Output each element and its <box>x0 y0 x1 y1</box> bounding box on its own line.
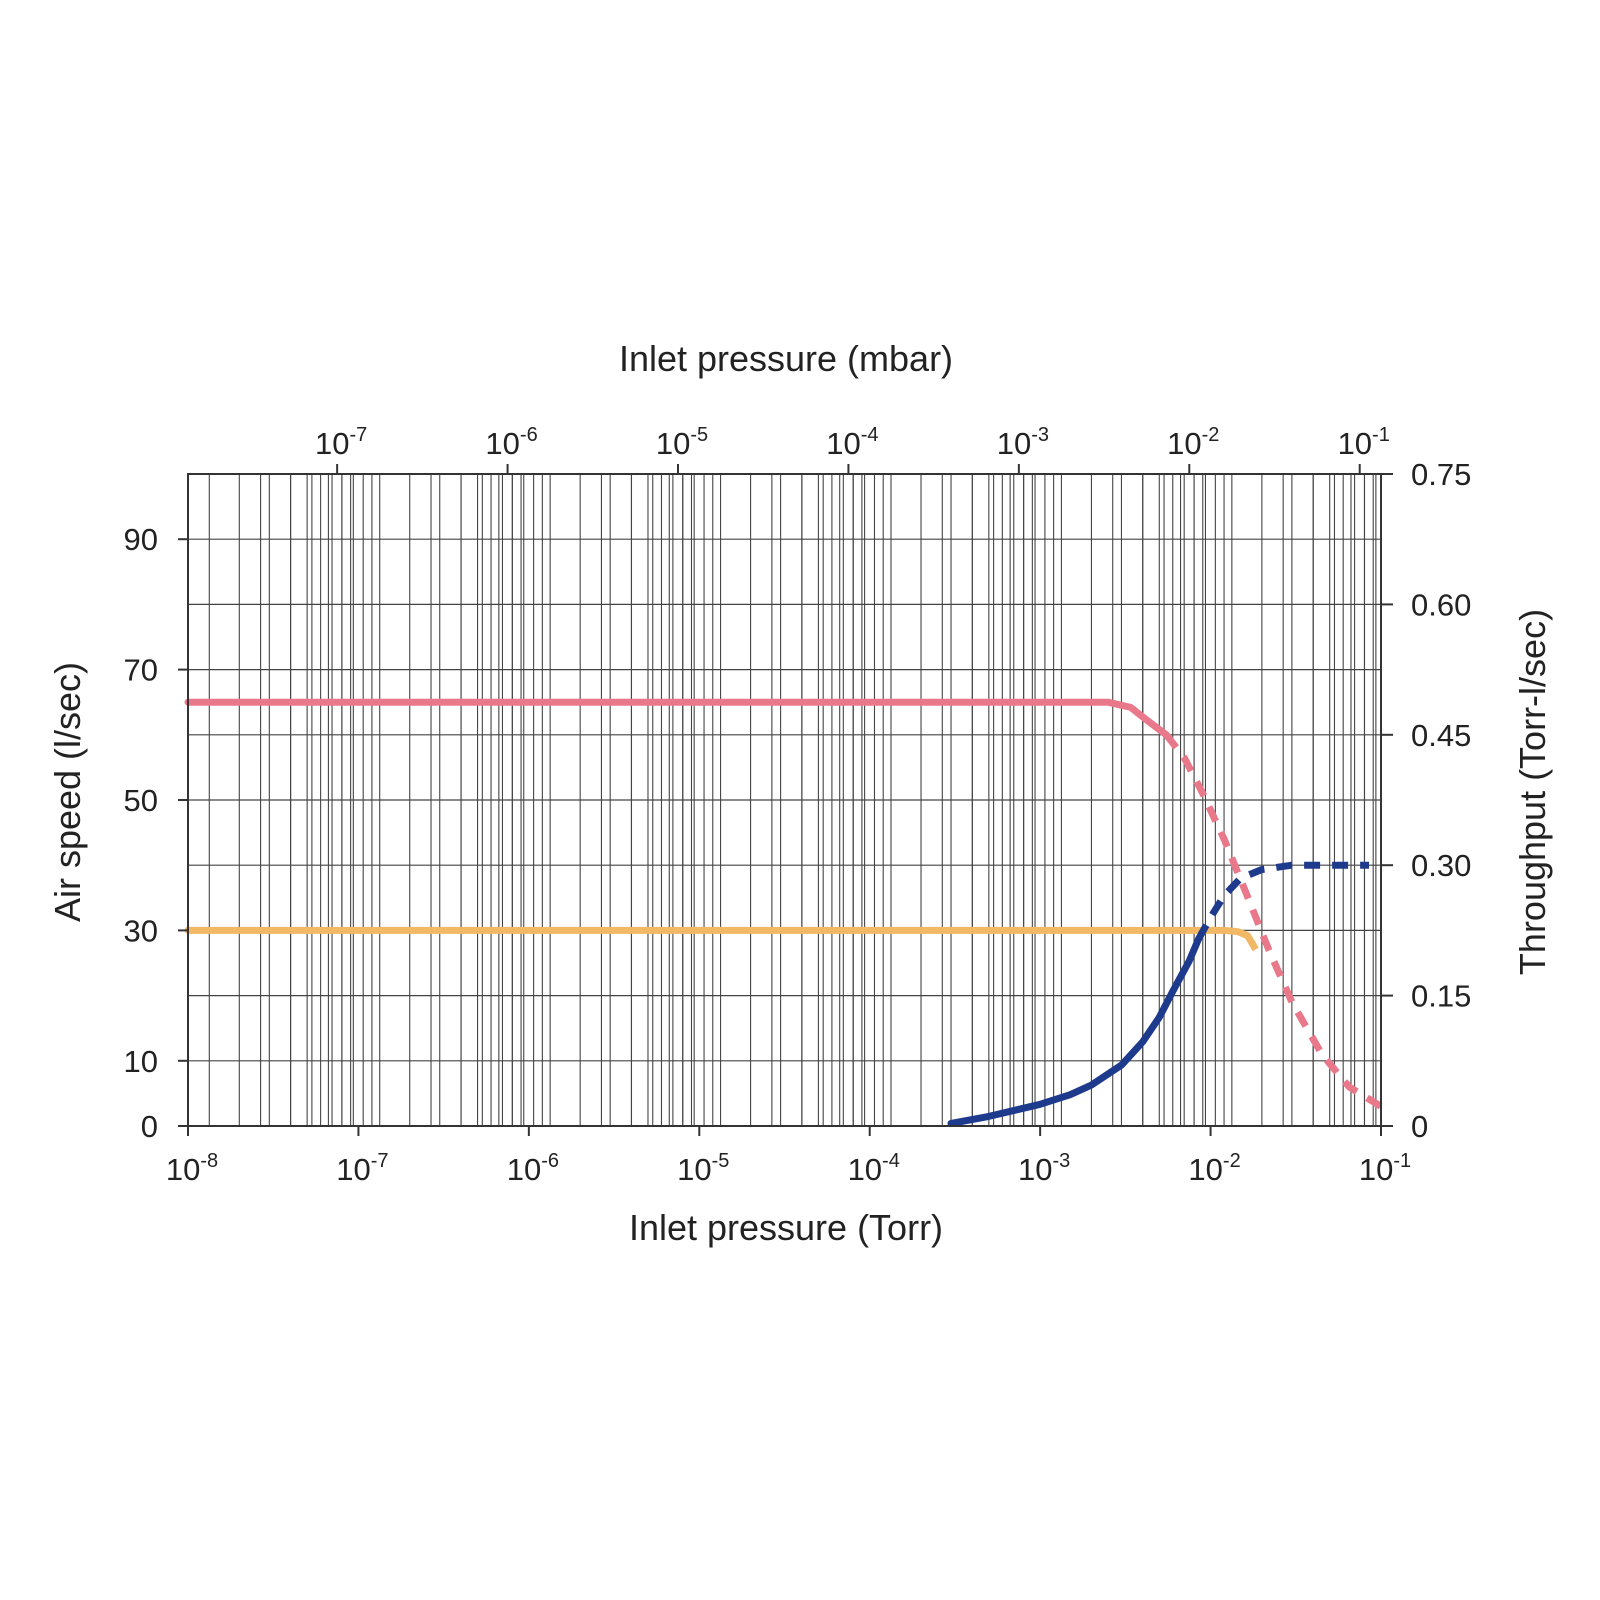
top-axis-title: Inlet pressure (mbar) <box>619 338 953 379</box>
left-tick-label: 30 <box>124 913 158 948</box>
top-tick-label: 10-7 <box>315 424 367 461</box>
bottom-tick-label: 10-5 <box>677 1150 729 1187</box>
bottom-tick-label: 10-3 <box>1018 1150 1070 1187</box>
left-tick-label: 10 <box>124 1044 158 1079</box>
tick-marks <box>178 464 1393 1136</box>
right-tick-label: 0.45 <box>1411 718 1471 753</box>
left-tick-label: 90 <box>124 522 158 557</box>
right-tick-label: 0.60 <box>1411 587 1471 622</box>
series-1-dashed-line <box>1163 732 1383 1110</box>
right-axis-title: Throughput (Torr-l/sec) <box>1512 609 1553 975</box>
bottom-axis-title: Inlet pressure (Torr) <box>629 1207 943 1248</box>
top-tick-label: 10-2 <box>1167 424 1219 461</box>
right-tick-label: 0.15 <box>1411 979 1471 1014</box>
left-tick-label: 0 <box>141 1109 158 1144</box>
bottom-tick-label: 10-6 <box>507 1150 559 1187</box>
left-tick-label: 70 <box>124 653 158 688</box>
top-tick-label: 10-3 <box>997 424 1049 461</box>
top-tick-label: 10-4 <box>826 424 878 461</box>
top-tick-label: 10-6 <box>485 424 537 461</box>
left-axis-title: Air speed (l/sec) <box>47 662 88 922</box>
top-tick-label: 10-5 <box>656 424 708 461</box>
series-3-dashed-line <box>1195 861 1369 941</box>
series-1-solid-line <box>184 698 1170 739</box>
left-tick-label: 50 <box>124 783 158 818</box>
bottom-tick-label: 10-8 <box>166 1150 218 1187</box>
right-tick-label: 0.75 <box>1411 457 1471 492</box>
tick-labels: 10-8 10-7 10-6 10-5 10-4 10-3 10-2 10-1 10-7 10-6… <box>124 424 1472 1187</box>
bottom-tick-label: 10-2 <box>1188 1150 1240 1187</box>
right-tick-label: 0 <box>1411 1109 1428 1144</box>
grid <box>188 474 1381 1126</box>
bottom-tick-label: 10-7 <box>336 1150 388 1187</box>
series-layer <box>184 698 1383 1127</box>
series-3-solid-line <box>947 935 1202 1127</box>
series-2-dashed-line <box>1244 933 1265 962</box>
bottom-tick-label: 10-1 <box>1359 1150 1411 1187</box>
bottom-tick-label: 10-4 <box>848 1150 900 1187</box>
series-2-solid-line <box>184 926 1252 940</box>
top-tick-label: 10-1 <box>1338 424 1390 461</box>
right-tick-label: 0.30 <box>1411 848 1471 883</box>
